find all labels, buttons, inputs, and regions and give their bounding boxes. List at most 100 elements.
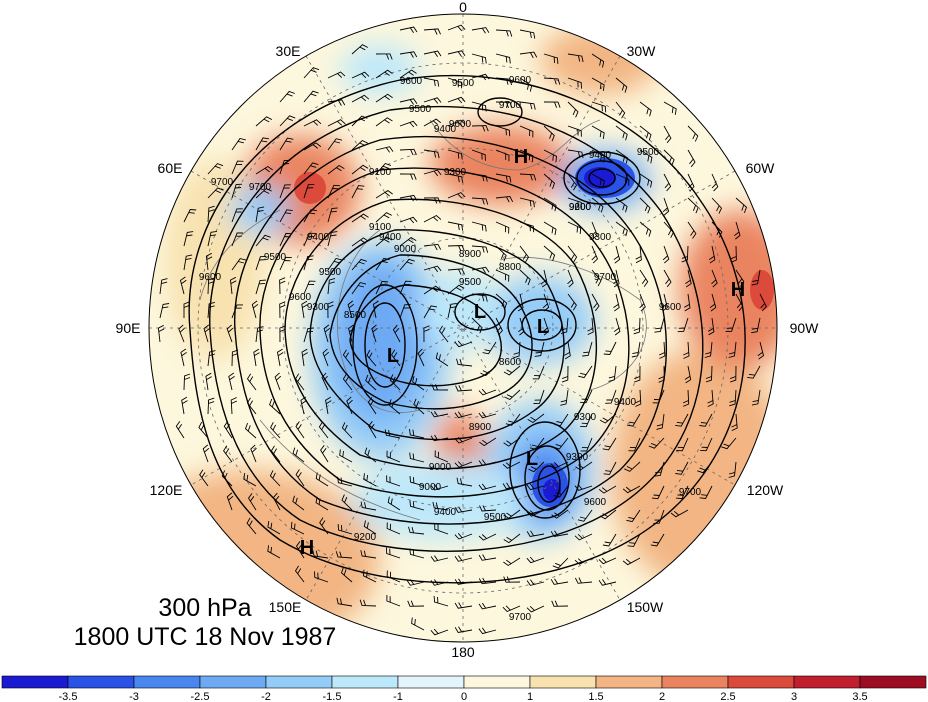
wind-barb bbox=[730, 365, 737, 383]
wind-barb bbox=[495, 53, 511, 64]
contour-label: 9700 bbox=[499, 100, 522, 111]
wind-barb bbox=[495, 77, 513, 86]
wind-barb bbox=[300, 396, 307, 415]
wind-barb bbox=[351, 164, 369, 175]
wind-barb bbox=[454, 555, 473, 562]
wind-barb bbox=[495, 29, 513, 37]
wind-barb bbox=[682, 389, 690, 407]
coastlines bbox=[199, 119, 647, 521]
wind-barb bbox=[567, 293, 577, 311]
wind-barb bbox=[471, 73, 490, 81]
wind-barb bbox=[528, 461, 545, 473]
wind-barb bbox=[423, 305, 438, 319]
wind-barb bbox=[292, 495, 305, 511]
wind-barb bbox=[687, 221, 697, 239]
wind-barb bbox=[615, 197, 628, 213]
wind-barb bbox=[478, 483, 497, 491]
wind-barb bbox=[455, 385, 473, 392]
wind-barb bbox=[207, 301, 216, 319]
wind-barb bbox=[495, 269, 510, 282]
wind-barb bbox=[409, 500, 425, 511]
wind-barb bbox=[423, 50, 442, 58]
wind-barb bbox=[255, 326, 264, 343]
wind-barb bbox=[519, 125, 534, 138]
wind-barb bbox=[207, 350, 216, 367]
pressure-level-title: 300 hPa bbox=[158, 594, 252, 622]
wind-barb bbox=[591, 173, 605, 187]
wind-barb bbox=[303, 255, 314, 271]
wind-barb bbox=[454, 602, 473, 609]
contour-label: 9500 bbox=[319, 267, 342, 278]
wind-barb bbox=[602, 437, 617, 451]
colorbar-tick-label: -3.5 bbox=[59, 691, 78, 702]
wind-barb bbox=[279, 325, 286, 343]
wind-barb bbox=[478, 533, 497, 541]
wind-barb bbox=[478, 411, 497, 419]
wind-barb bbox=[564, 341, 571, 360]
wind-barb bbox=[431, 384, 449, 391]
wind-barb bbox=[652, 389, 665, 404]
wind-barb bbox=[327, 231, 338, 247]
wind-barb bbox=[543, 101, 561, 108]
wind-barb bbox=[533, 389, 545, 404]
wind-barb bbox=[399, 26, 418, 33]
wind-barb bbox=[602, 533, 617, 547]
wind-barb bbox=[183, 373, 191, 391]
wind-barb bbox=[407, 600, 425, 607]
wind-barb bbox=[478, 388, 497, 396]
wind-barb bbox=[519, 149, 534, 162]
wind-barb bbox=[399, 148, 417, 156]
wind-barb bbox=[178, 324, 185, 343]
wind-barb bbox=[661, 293, 668, 312]
contour-label: 9600 bbox=[584, 497, 607, 508]
wind-barb bbox=[223, 445, 233, 463]
lon-label-60w: 60W bbox=[746, 160, 776, 176]
wind-barb bbox=[471, 317, 483, 334]
wind-barb bbox=[663, 101, 677, 115]
wind-barb bbox=[591, 53, 605, 68]
wind-barb bbox=[711, 269, 718, 288]
wind-barb bbox=[231, 137, 246, 151]
wind-barb bbox=[303, 67, 320, 79]
contour-label: 9500 bbox=[484, 512, 507, 523]
wind-barb bbox=[430, 410, 449, 418]
wind-barb bbox=[375, 53, 393, 60]
wind-barb bbox=[388, 399, 401, 415]
wind-barb bbox=[639, 101, 652, 117]
wind-barb bbox=[730, 245, 737, 263]
contour-label: 9600 bbox=[199, 272, 222, 283]
wind-barb bbox=[728, 461, 737, 478]
wind-barb bbox=[301, 300, 308, 319]
wind-barb bbox=[348, 324, 355, 343]
wind-barb bbox=[423, 214, 442, 223]
wind-barb bbox=[198, 421, 209, 439]
wind-barb bbox=[351, 237, 369, 247]
wind-barb bbox=[634, 365, 641, 383]
wind-barb bbox=[551, 509, 569, 519]
wind-barb bbox=[346, 396, 353, 415]
wind-barb bbox=[295, 373, 305, 391]
wind-barb bbox=[635, 245, 642, 264]
map-boundary bbox=[148, 13, 778, 643]
wind-barb bbox=[327, 207, 338, 223]
wind-barb bbox=[423, 118, 442, 127]
wind-barb bbox=[543, 197, 557, 212]
wind-barb bbox=[495, 293, 508, 309]
wind-barb bbox=[247, 493, 257, 511]
wind-barb bbox=[603, 341, 617, 355]
wind-barb bbox=[447, 268, 466, 275]
wind-barb bbox=[503, 437, 521, 447]
wind-barb bbox=[335, 551, 353, 559]
wind-barb bbox=[371, 324, 378, 343]
wind-barb bbox=[391, 349, 401, 367]
colorbar-tick-label: -1 bbox=[393, 691, 403, 702]
wind-barb bbox=[337, 476, 353, 487]
contour-label: 9600 bbox=[509, 75, 532, 86]
colorbar-swatch bbox=[727, 675, 795, 689]
wind-barb bbox=[203, 324, 211, 343]
wind-barb bbox=[654, 317, 665, 333]
wind-barb bbox=[183, 209, 197, 223]
wind-barb bbox=[399, 258, 415, 271]
wind-barb bbox=[409, 452, 425, 463]
wind-barb bbox=[687, 125, 699, 142]
